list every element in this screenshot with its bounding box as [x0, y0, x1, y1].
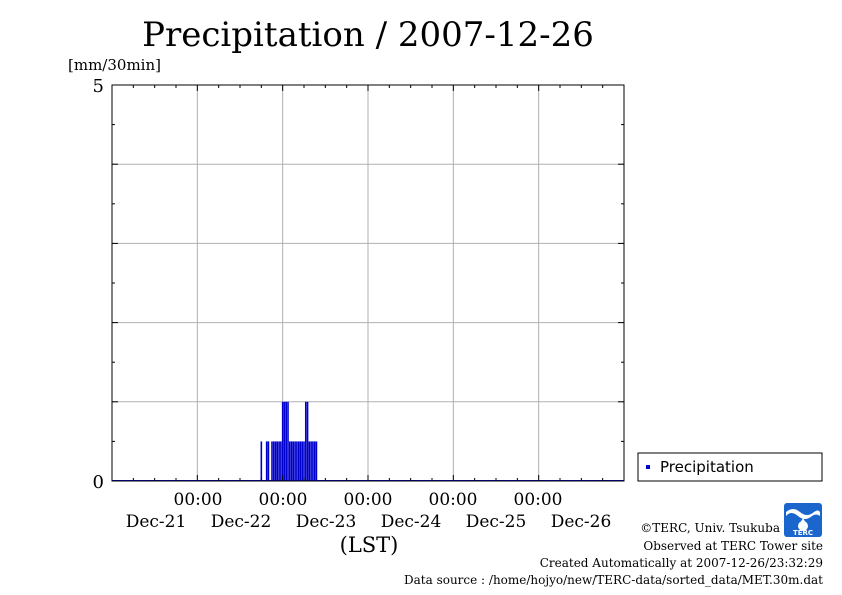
x-tick-date: Dec-25: [466, 512, 527, 532]
logo-text: TERC: [793, 529, 813, 537]
legend-swatch: [646, 465, 650, 469]
x-tick-time: 00:00: [344, 490, 393, 510]
credit-observed: Observed at TERC Tower site: [643, 539, 823, 553]
x-tick-time: 00:00: [514, 490, 563, 510]
x-tick-date: Dec-24: [381, 512, 442, 532]
legend-box: [637, 452, 823, 482]
x-axis-label: (LST): [340, 533, 399, 557]
credit-copyright: ©TERC, Univ. Tsukuba: [640, 521, 780, 535]
credit-source: Data source : /home/hojyo/new/TERC-data/…: [404, 573, 823, 587]
x-tick-labels: 00:00 00:00 00:00 00:00 00:00 Dec-21 Dec…: [126, 490, 612, 532]
credits: ©TERC, Univ. Tsukuba Observed at TERC To…: [404, 521, 823, 587]
y-tick-label-max: 5: [93, 76, 104, 97]
legend: Precipitation: [637, 452, 823, 482]
x-tick-time: 00:00: [429, 490, 478, 510]
x-tick-date: Dec-21: [126, 512, 187, 532]
chart-title: Precipitation / 2007-12-26: [142, 15, 594, 55]
y-axis-label: [mm/30min]: [68, 56, 161, 74]
x-tick-time: 00:00: [174, 490, 223, 510]
axis-ticks: [111, 84, 625, 482]
legend-label: Precipitation: [660, 458, 754, 476]
terc-logo-icon: TERC: [784, 503, 822, 537]
x-tick-date: Dec-26: [551, 512, 612, 532]
grid-lines: [112, 85, 624, 481]
x-tick-date: Dec-22: [211, 512, 272, 532]
y-tick-label-min: 0: [93, 472, 104, 493]
x-tick-time: 00:00: [259, 490, 308, 510]
x-tick-date: Dec-23: [296, 512, 357, 532]
credit-created: Created Automatically at 2007-12-26/23:3…: [540, 556, 823, 570]
